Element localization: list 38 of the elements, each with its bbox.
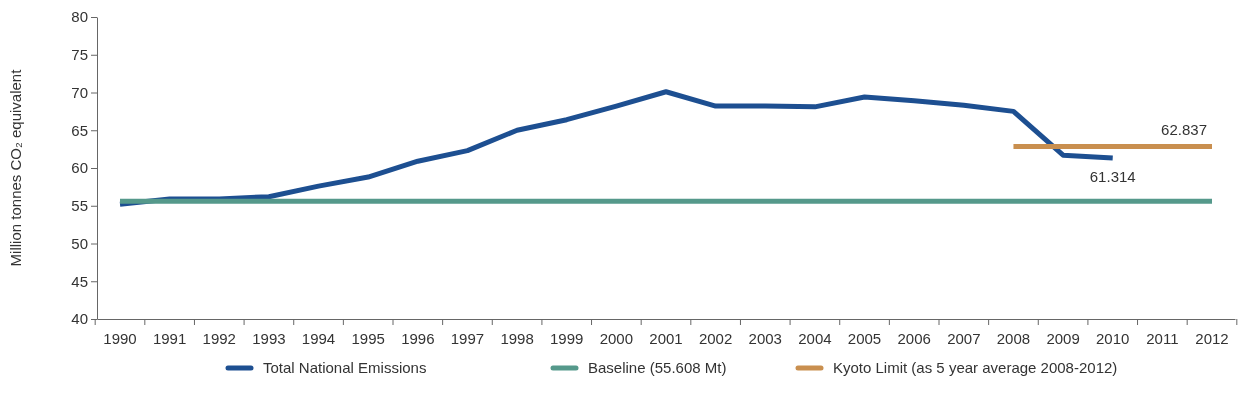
legend-label: Baseline (55.608 Mt): [588, 359, 727, 376]
y-tick-label: 55: [71, 197, 88, 215]
legend-label: Kyoto Limit (as 5 year average 2008-2012): [833, 359, 1118, 376]
x-tick-label: 1997: [450, 330, 485, 347]
data-label: 62.837: [1161, 120, 1207, 138]
y-tick-label: 70: [71, 83, 88, 101]
y-tick-label: 80: [71, 8, 88, 26]
x-tick-label: 1999: [550, 330, 584, 347]
y-tick-label: 40: [71, 310, 88, 328]
x-tick-label: 1995: [351, 330, 385, 347]
y-tick-label: 60: [71, 159, 88, 177]
x-tick-label: 2003: [748, 330, 782, 347]
y-tick-label: 75: [71, 46, 88, 64]
x-tick-label: 1990: [103, 330, 137, 347]
x-tick-label: 2000: [599, 330, 634, 347]
x-tick-label: 1998: [500, 330, 534, 347]
x-tick-label: 2009: [1046, 330, 1080, 347]
x-tick-label: 2010: [1096, 330, 1130, 347]
x-tick-label: 2006: [897, 330, 931, 347]
x-tick-label: 1991: [152, 330, 187, 347]
x-tick-label: 2004: [798, 330, 832, 347]
x-tick-label: 2002: [698, 330, 733, 347]
x-tick-label: 1994: [301, 330, 336, 347]
data-label: 61.314: [1089, 168, 1136, 186]
y-axis-title: Million tonnes CO₂ equivalent: [7, 68, 24, 267]
x-tick-label: 1996: [401, 330, 435, 347]
x-tick-label: 2008: [996, 330, 1031, 347]
x-tick-label: 2001: [649, 330, 683, 347]
y-tick-label: 45: [71, 272, 88, 290]
x-tick-label: 1992: [202, 330, 236, 347]
x-tick-label: 2011: [1146, 330, 1179, 347]
legend-label: Total National Emissions: [263, 359, 427, 376]
y-tick-label: 50: [71, 234, 88, 252]
x-tick-label: 2005: [847, 330, 882, 347]
x-tick-label: 1993: [252, 330, 286, 347]
x-tick-label: 2012: [1195, 330, 1229, 347]
y-tick-label: 65: [71, 121, 88, 139]
x-tick-label: 2007: [947, 330, 981, 347]
